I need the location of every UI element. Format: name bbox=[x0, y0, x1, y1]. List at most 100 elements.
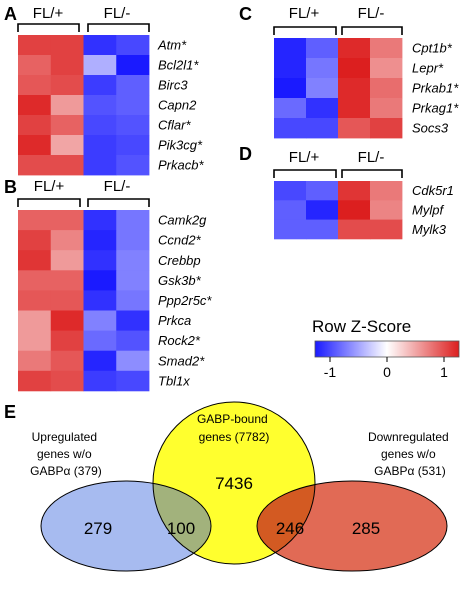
heatmap-d bbox=[274, 181, 403, 240]
heatmap-cell bbox=[83, 310, 117, 331]
gene-labels-d: Cdk5r1 Mylpf Mylk3 bbox=[412, 183, 454, 237]
heatmap-cell bbox=[83, 270, 117, 291]
heatmap-cell bbox=[274, 78, 307, 99]
heatmap-cell bbox=[83, 95, 117, 116]
gene-label: Tbl1x bbox=[158, 373, 190, 388]
gene-label: Crebbp bbox=[158, 253, 201, 268]
heatmap-cell bbox=[50, 270, 84, 291]
venn-left-overlap-count: 100 bbox=[167, 519, 195, 538]
gene-labels-a: Atm* Bcl2l1* Birc3 Capn2 Cflar* Pik3cg* Prkacb… bbox=[157, 38, 204, 173]
group-bracket-fl-minus-a bbox=[87, 23, 150, 32]
heatmap-cell bbox=[338, 38, 371, 59]
group-label-fl-minus-d: FL/- bbox=[358, 149, 385, 166]
gene-label: Atm* bbox=[157, 38, 187, 53]
heatmap-cell bbox=[338, 181, 371, 201]
venn-right-label: Downregulated genes w/o GABPα (531) bbox=[368, 430, 452, 478]
heatmap-cell bbox=[116, 350, 150, 372]
heatmap-cell bbox=[116, 95, 150, 116]
panel-letter-c: C bbox=[239, 4, 252, 24]
gene-label: Prkag1* bbox=[412, 101, 459, 116]
heatmap-cell bbox=[370, 78, 403, 99]
heatmap-cell bbox=[83, 155, 117, 176]
color-scale-tick-one: 1 bbox=[440, 364, 448, 380]
heatmap-cell bbox=[18, 55, 52, 76]
heatmap-cell bbox=[50, 310, 84, 331]
gene-label: Prkab1* bbox=[412, 81, 459, 96]
group-label-fl-plus-c: FL/+ bbox=[289, 5, 320, 22]
gene-label: Socs3 bbox=[412, 121, 449, 136]
heatmap-cell bbox=[50, 95, 84, 116]
heatmap-cell bbox=[306, 98, 339, 119]
heatmap-cell bbox=[18, 155, 52, 176]
heatmap-cell bbox=[116, 290, 150, 311]
heatmap-cell bbox=[274, 181, 307, 201]
group-label-fl-minus-c: FL/- bbox=[358, 5, 385, 22]
heatmap-cell bbox=[18, 75, 52, 96]
color-scale-title: Row Z-Score bbox=[312, 317, 411, 336]
panel-letter-e: E bbox=[4, 402, 16, 422]
heatmap-cell bbox=[50, 250, 84, 271]
heatmap-cell bbox=[18, 330, 52, 352]
gene-label: Bcl2l1* bbox=[158, 58, 199, 73]
heatmap-cell bbox=[50, 115, 84, 136]
heatmap-cell bbox=[338, 118, 371, 139]
color-scale-tick-zero: 0 bbox=[383, 364, 391, 380]
panel-letter-d: D bbox=[239, 144, 252, 164]
heatmap-cell bbox=[18, 210, 52, 231]
gene-label: Capn2 bbox=[158, 98, 197, 113]
heatmap-cell bbox=[116, 330, 150, 352]
heatmap-cell bbox=[18, 115, 52, 136]
heatmap-cell bbox=[116, 270, 150, 291]
color-scale-bar bbox=[314, 340, 460, 358]
gene-labels-c: Cpt1b* Lepr* Prkab1* Prkag1* Socs3 bbox=[412, 41, 459, 136]
heatmap-cell bbox=[274, 98, 307, 119]
heatmap-cell bbox=[83, 210, 117, 231]
heatmap-cell bbox=[116, 35, 150, 56]
heatmap-cell bbox=[274, 219, 307, 240]
heatmap-cell bbox=[338, 58, 371, 79]
heatmap-cell bbox=[18, 270, 52, 291]
heatmap-cell bbox=[116, 115, 150, 136]
heatmap-cell bbox=[50, 75, 84, 96]
heatmap-cell bbox=[18, 95, 52, 116]
heatmap-cell bbox=[338, 219, 371, 240]
gene-label: Prkca bbox=[158, 313, 191, 328]
gene-label: Cflar* bbox=[158, 118, 191, 133]
heatmap-cell bbox=[18, 35, 52, 56]
gene-label: Mylpf bbox=[412, 202, 444, 217]
heatmap-cell bbox=[370, 200, 403, 220]
group-label-fl-minus-b: FL/- bbox=[104, 178, 131, 195]
gene-label: Cdk5r1 bbox=[412, 183, 454, 198]
group-bracket-fl-plus-d bbox=[273, 169, 337, 178]
group-bracket-fl-minus-d bbox=[341, 169, 403, 178]
heatmap-cell bbox=[18, 230, 52, 251]
group-bracket-fl-plus-c bbox=[273, 26, 337, 35]
heatmap-cell bbox=[50, 370, 84, 392]
gene-label: Gsk3b* bbox=[158, 273, 202, 288]
heatmap-cell bbox=[370, 118, 403, 139]
panel-letter-a: A bbox=[4, 4, 17, 24]
heatmap-cell bbox=[274, 118, 307, 139]
group-label-fl-minus-a: FL/- bbox=[104, 5, 131, 22]
heatmap-cell bbox=[50, 230, 84, 251]
heatmap-cell bbox=[50, 135, 84, 156]
heatmap-cell bbox=[83, 75, 117, 96]
heatmap-cell bbox=[338, 78, 371, 99]
heatmap-c bbox=[274, 38, 403, 139]
venn-right-only-count: 285 bbox=[352, 519, 380, 538]
gene-labels-b: Camk2g Ccnd2* Crebbp Gsk3b* Ppp2r5c* Prkca Roc… bbox=[158, 213, 212, 389]
gene-label: Camk2g bbox=[158, 213, 207, 228]
heatmap-cell bbox=[306, 219, 339, 240]
heatmap-cell bbox=[18, 250, 52, 271]
venn-center-only-count: 7436 bbox=[215, 474, 253, 493]
heatmap-cell bbox=[274, 38, 307, 59]
heatmap-cell bbox=[306, 58, 339, 79]
heatmap-cell bbox=[306, 38, 339, 59]
color-scale-tick-minus-one: -1 bbox=[324, 364, 337, 380]
heatmap-cell bbox=[50, 55, 84, 76]
heatmap-cell bbox=[50, 35, 84, 56]
group-label-fl-plus-d: FL/+ bbox=[289, 149, 320, 166]
heatmap-cell bbox=[50, 350, 84, 372]
heatmap-cell bbox=[116, 370, 150, 392]
